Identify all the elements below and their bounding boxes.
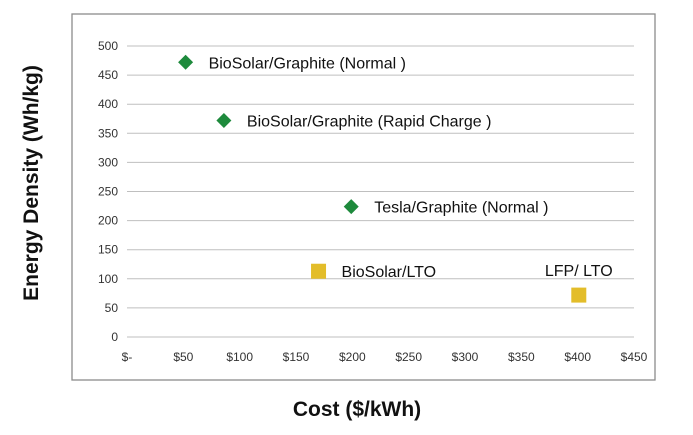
y-tick-label: 250 [98,185,118,199]
x-tick-label: $400 [564,350,591,364]
diamond-marker [216,112,232,128]
y-tick-label: 350 [98,126,118,140]
point-label: BioSolar/Graphite (Rapid Charge ) [247,113,492,130]
x-tick-label: $300 [452,350,479,364]
point-label: Tesla/Graphite (Normal ) [374,200,548,217]
point-labels: BioSolar/Graphite (Normal ) BioSolar/Grap… [209,55,613,281]
y-tick-label: 500 [98,39,118,53]
y-axis-title: Energy Density (Wh/kg) [20,65,43,301]
x-tick-label: $100 [226,350,253,364]
x-tick-label: $200 [339,350,366,364]
square-marker [311,263,327,279]
x-tick-label: $- [122,350,133,364]
x-axis-title: Cost ($/kWh) [293,398,421,421]
y-tick-label: 450 [98,68,118,82]
axes: 0 50 100 150 200 250 300 350 400 450 500 $- $50 $100 $… [98,39,648,364]
diamond-marker [178,54,194,70]
y-tick-label: 300 [98,155,118,169]
square-marker [571,287,587,303]
x-tick-label: $50 [173,350,193,364]
y-tick-label: 200 [98,214,118,228]
y-tick-label: 0 [111,330,118,344]
x-tick-label: $250 [395,350,422,364]
point-label: BioSolar/Graphite (Normal ) [209,55,406,72]
gridlines [127,45,634,338]
data-points [178,54,587,303]
x-tick-label: $450 [621,350,648,364]
y-tick-label: 150 [98,243,118,257]
point-label: LFP/ LTO [545,263,613,280]
y-tick-label: 400 [98,97,118,111]
y-tick-label: 50 [105,301,119,315]
point-label: BioSolar/LTO [342,264,437,281]
y-tick-label: 100 [98,272,118,286]
x-tick-label: $150 [283,350,310,364]
diamond-marker [343,199,359,215]
x-tick-label: $350 [508,350,535,364]
